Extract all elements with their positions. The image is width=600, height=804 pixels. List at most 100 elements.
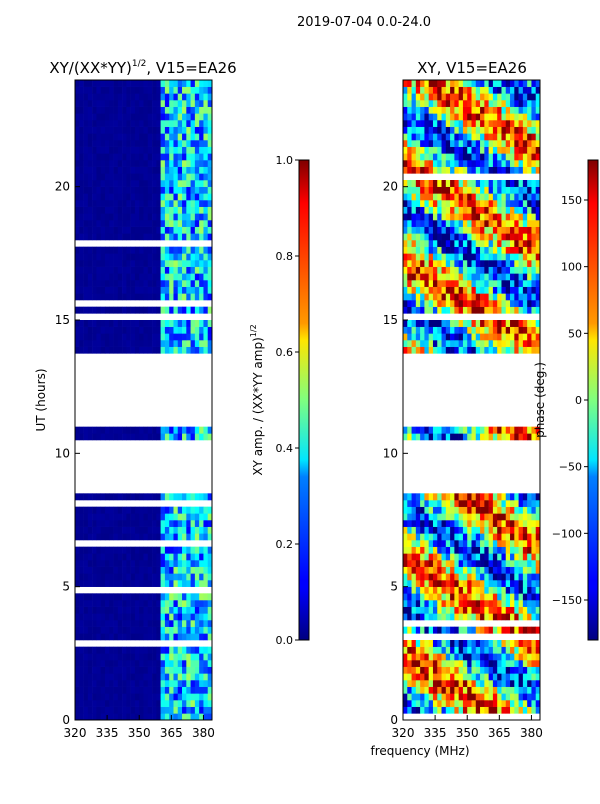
amp-heatmap-cell xyxy=(203,693,209,701)
amp-heatmap-cell xyxy=(143,206,149,214)
phase-heatmap-cell xyxy=(471,346,477,354)
phase-heatmap-cell xyxy=(432,640,438,647)
phase-heatmap-cell xyxy=(475,533,481,541)
phase-heatmap-cell xyxy=(424,220,429,227)
phase-heatmap-cell xyxy=(467,133,472,141)
phase-heatmap-cell xyxy=(462,626,468,634)
phase-heatmap-cell xyxy=(501,660,507,667)
phase-heatmap-cell xyxy=(445,606,451,614)
amp-heatmap-cell xyxy=(186,200,191,207)
phase-heatmap-cell xyxy=(450,586,455,594)
phase-heatmap-cell xyxy=(510,433,515,441)
amp-heatmap-cell xyxy=(169,346,174,354)
phase-heatmap-cell xyxy=(518,273,524,281)
amp-heatmap-cell xyxy=(117,186,123,194)
phase-heatmap-cell xyxy=(467,640,472,647)
amp-heatmap-cell xyxy=(177,306,183,314)
amp-heatmap-cell xyxy=(186,160,191,167)
amp-heatmap-cell xyxy=(126,340,131,347)
amp-heatmap-cell xyxy=(194,200,200,207)
phase-heatmap-cell xyxy=(407,200,412,207)
phase-heatmap-cell xyxy=(471,580,477,587)
amp-heatmap-cell xyxy=(104,293,110,301)
phase-heatmap-cell xyxy=(428,180,434,187)
phase-xtick-label: 350 xyxy=(456,726,479,740)
phase-colorbar-tick-label: 100 xyxy=(561,261,582,274)
phase-heatmap-cell xyxy=(428,153,434,161)
phase-heatmap-cell xyxy=(518,106,524,114)
phase-heatmap-cell xyxy=(428,300,434,307)
amp-heatmap-cell xyxy=(164,326,170,334)
phase-heatmap-cell xyxy=(458,293,464,301)
phase-heatmap-cell xyxy=(480,533,485,541)
phase-heatmap-cell xyxy=(501,346,507,354)
phase-heatmap-cell xyxy=(471,193,477,201)
amp-heatmap-cell xyxy=(134,273,140,281)
phase-heatmap-cell xyxy=(514,426,519,434)
amp-heatmap-cell xyxy=(113,526,119,534)
amp-heatmap-cell xyxy=(164,526,170,534)
phase-heatmap-cell xyxy=(480,680,485,687)
amp-heatmap-cell xyxy=(164,433,170,441)
amp-heatmap-cell xyxy=(122,226,127,234)
phase-heatmap-cell xyxy=(480,660,485,667)
phase-heatmap-cell xyxy=(531,346,537,354)
phase-heatmap-cell xyxy=(441,346,447,354)
phase-heatmap-cell xyxy=(411,220,417,227)
amp-heatmap-cell xyxy=(194,293,200,301)
phase-heatmap-cell xyxy=(480,580,485,587)
phase-heatmap-cell xyxy=(531,653,537,661)
phase-heatmap-cell xyxy=(501,320,507,327)
amp-heatmap-cell xyxy=(87,513,93,521)
phase-heatmap-cell xyxy=(518,300,524,307)
amp-heatmap-cell xyxy=(104,126,110,134)
amp-heatmap-cell xyxy=(130,260,136,267)
phase-heatmap-cell xyxy=(497,240,502,247)
phase-heatmap-cell xyxy=(514,693,519,701)
amp-heatmap-cell xyxy=(96,293,101,301)
phase-heatmap-cell xyxy=(480,106,485,114)
phase-heatmap-cell xyxy=(501,560,507,567)
phase-heatmap-cell xyxy=(471,513,477,521)
amp-heatmap-cell xyxy=(199,166,204,174)
amp-heatmap-cell xyxy=(207,653,213,661)
amp-heatmap-cell xyxy=(177,606,183,614)
phase-heatmap-cell xyxy=(471,693,477,701)
phase-heatmap-cell xyxy=(471,573,477,581)
phase-heatmap-cell xyxy=(450,166,455,174)
amp-heatmap-cell xyxy=(96,166,101,174)
amp-heatmap-cell xyxy=(130,546,136,554)
phase-heatmap-cell xyxy=(510,626,515,634)
phase-heatmap-cell xyxy=(432,506,438,514)
phase-heatmap-cell xyxy=(437,346,442,354)
phase-heatmap-cell xyxy=(492,500,498,507)
amp-heatmap-cell xyxy=(92,573,97,581)
phase-heatmap-cell xyxy=(407,586,412,594)
amp-heatmap-cell xyxy=(126,126,131,134)
phase-heatmap-cell xyxy=(518,666,524,674)
phase-heatmap-cell xyxy=(432,186,438,194)
amp-heatmap-cell xyxy=(130,273,136,281)
amp-heatmap-cell xyxy=(147,673,153,681)
amp-heatmap-cell xyxy=(147,246,153,254)
phase-heatmap-cell xyxy=(428,640,434,647)
amp-heatmap-cell xyxy=(203,186,209,194)
phase-heatmap-cell xyxy=(514,306,519,314)
phase-heatmap-cell xyxy=(510,226,515,234)
amp-heatmap-cell xyxy=(199,693,204,701)
amp-heatmap-cell xyxy=(139,613,144,621)
phase-heatmap-cell xyxy=(518,680,524,687)
amp-heatmap-cell xyxy=(122,666,127,674)
amp-heatmap-cell xyxy=(169,493,174,501)
phase-heatmap-cell xyxy=(428,333,434,341)
amp-heatmap-cell xyxy=(177,286,183,294)
amp-heatmap-cell xyxy=(147,626,153,634)
amp-heatmap-cell xyxy=(173,140,179,147)
phase-heatmap-cell xyxy=(407,286,412,294)
amp-heatmap-cell xyxy=(134,626,140,634)
amp-heatmap-cell xyxy=(194,153,200,161)
phase-heatmap-cell xyxy=(522,693,528,701)
amp-heatmap-cell xyxy=(75,306,80,314)
amp-heatmap-cell xyxy=(156,513,161,521)
amp-heatmap-cell xyxy=(104,253,110,261)
